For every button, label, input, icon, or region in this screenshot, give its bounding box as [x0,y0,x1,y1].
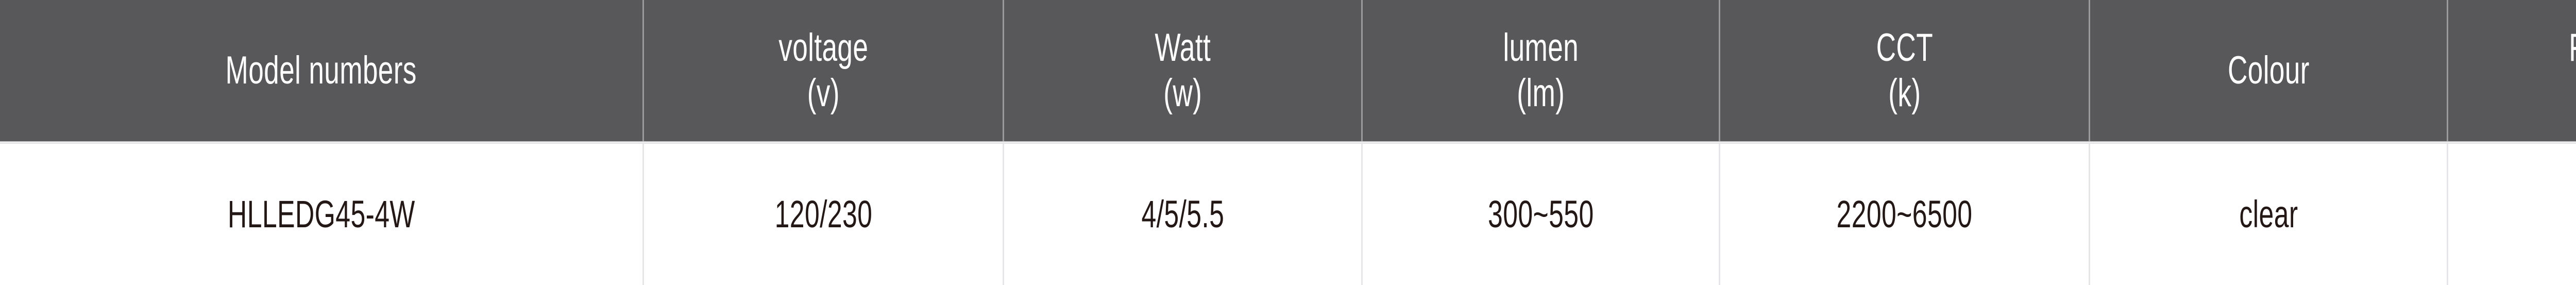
header-body-divider [0,141,2576,144]
column-header-watt: Watt (w) [1004,0,1363,141]
cell-lumen: 300~550 [1363,144,1720,285]
cell-value: 120/230 [774,193,872,236]
column-header-colour: Colour [2090,0,2448,141]
column-header-label: CCT (k) [1876,25,1933,115]
cell-value: clear [2239,193,2298,236]
table-header-row: Model numbers voltage (v) Watt (w) lumen… [0,0,2576,141]
column-header-voltage: voltage (v) [644,0,1004,141]
cell-watt: 4/5/5.5 [1004,144,1363,285]
column-header-label: voltage (v) [778,25,868,115]
cell-filaments-count: 4 [2448,144,2576,285]
column-header-label: Model numbers [225,48,417,92]
column-header-cct: CCT (k) [1720,0,2090,141]
column-header-label: Colour [2227,48,2310,92]
column-header-model-numbers: Model numbers [0,0,644,141]
cell-cct: 2200~6500 [1720,144,2090,285]
column-header-label: Watt (w) [1155,25,1211,115]
column-header-filaments-count: Filaments Count [2448,0,2576,141]
column-header-lumen: lumen (lm) [1363,0,1720,141]
cell-value: 4/5/5.5 [1141,193,1224,236]
cell-voltage: 120/230 [644,144,1004,285]
cell-value: HLLEDG45-4W [227,193,415,236]
cell-colour: clear [2090,144,2448,285]
cell-model-number: HLLEDG45-4W [0,144,644,285]
cell-value: 2200~6500 [1836,193,1973,236]
table-row: HLLEDG45-4W 120/230 4/5/5.5 300~550 2200… [0,144,2576,285]
cell-value: 300~550 [1487,193,1594,236]
column-header-label: Filaments Count [2569,25,2576,116]
column-header-label: lumen (lm) [1503,25,1579,115]
